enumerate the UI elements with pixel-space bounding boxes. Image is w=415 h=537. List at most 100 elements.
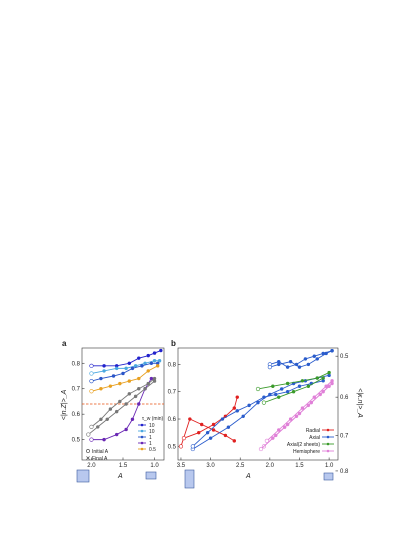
x-tick-label: 3.5: [177, 463, 186, 469]
right-y-tick-label: 0.7: [340, 433, 349, 439]
data-point: [188, 417, 192, 421]
data-point: [105, 417, 109, 421]
series-line-5: [91, 378, 155, 428]
data-point: [306, 362, 311, 367]
data-point: [146, 381, 150, 386]
data-point: [297, 365, 302, 369]
panel-a-legend-title: τ_w (min): [142, 416, 163, 422]
x-tick-label: 1.0: [150, 463, 159, 469]
y-tick-label: 0.7: [168, 390, 177, 396]
data-point: [99, 417, 103, 421]
final-marker-label: Final A: [92, 456, 108, 462]
data-point: [321, 379, 325, 383]
legend-label: 10: [149, 423, 155, 429]
data-point: [127, 361, 132, 365]
panel-a-x-label: A: [117, 473, 123, 480]
data-point: [89, 437, 94, 442]
data-point: [330, 379, 334, 383]
series-line-3: [91, 378, 152, 441]
panel-a-y-label: <|n.Z|>_A: [61, 389, 68, 420]
data-point: [288, 359, 293, 364]
data-point: [89, 424, 94, 430]
data-point: [140, 364, 144, 368]
data-point: [312, 395, 316, 399]
legend-swatch-dot: [140, 429, 144, 433]
data-point: [315, 357, 319, 361]
data-point: [297, 384, 302, 388]
data-point: [102, 437, 106, 442]
legend-swatch-dot: [140, 423, 144, 427]
panel-b-series: [178, 349, 334, 452]
data-point: [178, 444, 184, 449]
radial-cell-icon: [184, 469, 195, 489]
legend-label: Axial: [309, 435, 320, 441]
data-point: [89, 371, 94, 376]
data-point: [288, 417, 293, 421]
data-point: [130, 366, 135, 371]
data-point: [241, 414, 245, 418]
series-line-6: [257, 372, 330, 390]
panel-b-x-ticks: 3.5 3.0 2.5 2.0 1.5 1.0: [177, 457, 334, 469]
data-point: [152, 359, 157, 363]
data-point: [118, 381, 122, 386]
data-point: [124, 366, 128, 371]
y-tick-label: 0.6: [72, 412, 81, 418]
legend-swatch-dot: [140, 447, 144, 451]
x-tick-label: 2.0: [266, 463, 275, 469]
data-point: [121, 371, 125, 376]
panel-a-y-ticks: 0.8 0.7 0.6 0.5: [72, 361, 85, 444]
series-line-6: [88, 380, 155, 435]
initial-cell-icon: [76, 469, 90, 483]
data-point: [226, 425, 231, 429]
data-point: [291, 390, 296, 394]
data-point: [300, 406, 305, 410]
data-point: [124, 402, 128, 406]
legend-label: Radial: [306, 428, 320, 434]
panel-b-y-ticks: 0.8 0.7 0.6 0.5: [168, 362, 181, 450]
data-point: [274, 392, 278, 397]
data-point: [102, 369, 106, 373]
data-point: [146, 369, 150, 373]
data-point: [303, 357, 308, 361]
data-point: [152, 351, 157, 355]
data-point: [137, 402, 141, 406]
data-point: [327, 373, 331, 378]
data-point: [262, 395, 266, 399]
panel-a: a 2.0 1.5 1.0 0.8 0.7 0.6 0.5 A <|n.Z|>_A τ_w…: [61, 339, 165, 483]
data-point: [277, 395, 281, 399]
right-y-tick-label: 0.6: [340, 395, 349, 401]
legend-label: Hemisphere: [293, 449, 320, 455]
data-point: [149, 376, 154, 381]
legend-swatch-dot: [326, 442, 330, 446]
right-y-tick-label: 0.8: [340, 469, 349, 475]
data-point: [89, 363, 94, 368]
panel-b-letter: b: [171, 339, 176, 348]
data-point: [306, 384, 311, 388]
data-point: [89, 389, 94, 394]
panel-a-letter: a: [62, 339, 67, 348]
panel-b-right-y-label: <|κ.n|>_A: [356, 388, 363, 418]
y-tick-label: 0.8: [72, 361, 81, 367]
final-marker-icon: [86, 456, 90, 460]
data-point: [137, 376, 141, 381]
legend-label: 0.5: [149, 447, 156, 453]
legend-label: Axial(2 sheets): [287, 442, 320, 448]
data-point: [99, 376, 103, 381]
data-point: [232, 439, 236, 443]
x-tick-label: 2.0: [87, 463, 96, 469]
data-point: [271, 436, 275, 440]
data-point: [86, 432, 91, 437]
legend-swatch-dot: [140, 435, 144, 439]
panel-a-x-ticks: 2.0 1.5 1.0: [87, 457, 159, 469]
data-point: [149, 361, 154, 365]
data-point: [282, 425, 287, 429]
data-point: [102, 364, 106, 368]
y-tick-label: 0.8: [168, 362, 177, 368]
x-tick-label: 2.5: [236, 463, 245, 469]
series-line-5: [269, 350, 333, 368]
data-point: [89, 378, 94, 384]
data-point: [181, 436, 187, 441]
data-point: [267, 365, 272, 370]
data-point: [220, 417, 225, 421]
final-cell-icon-b: [323, 472, 334, 481]
